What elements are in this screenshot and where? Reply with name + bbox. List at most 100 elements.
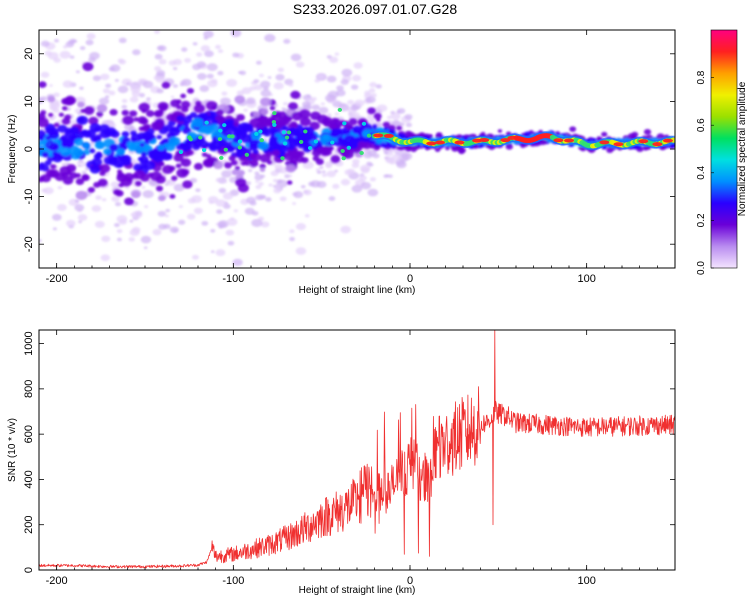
heatmap-blob-faint bbox=[260, 89, 272, 98]
heatmap-blob-faint bbox=[216, 209, 223, 214]
heatmap-bright-spot bbox=[281, 130, 287, 135]
colorbar-tick-label: 0.2 bbox=[696, 213, 707, 227]
heatmap-blob bbox=[260, 97, 272, 107]
heatmap-blob-faint bbox=[172, 84, 179, 88]
heatmap-blob bbox=[269, 128, 278, 135]
heatmap-bright-spot bbox=[219, 155, 224, 160]
heatmap-blob-faint bbox=[172, 229, 178, 233]
heatmap-bright-spot bbox=[244, 152, 250, 157]
heatmap-blob bbox=[205, 153, 212, 159]
heatmap-blob-faint bbox=[59, 50, 71, 59]
heatmap-blob bbox=[569, 126, 577, 132]
heatmap-blob bbox=[75, 178, 85, 185]
heatmap-blob bbox=[601, 131, 608, 137]
heatmap-blob-faint bbox=[283, 102, 288, 106]
heatmap-blob bbox=[166, 155, 173, 160]
heatmap-blob-faint bbox=[354, 99, 365, 107]
heatmap-blob bbox=[137, 156, 144, 162]
heatmap-bright-spot bbox=[230, 134, 235, 139]
heatmap-blob bbox=[130, 137, 137, 143]
heatmap-blob-faint bbox=[288, 83, 294, 87]
heatmap-blob-faint bbox=[132, 49, 141, 56]
heatmap-blob-faint bbox=[118, 37, 127, 44]
heatmap-blob bbox=[200, 125, 210, 133]
heatmap-blob bbox=[109, 143, 119, 152]
heatmap-blob-faint bbox=[109, 64, 121, 72]
heatmap-blob-faint bbox=[368, 88, 376, 93]
heatmap-blob-faint bbox=[116, 215, 128, 223]
heatmap-blob bbox=[312, 155, 320, 162]
colorbar-tick-label: 0.8 bbox=[696, 70, 707, 84]
heatmap-blob-faint bbox=[360, 181, 372, 190]
heatmap-blob-faint bbox=[267, 76, 272, 79]
heatmap-blob-faint bbox=[77, 214, 88, 221]
heatmap-blob-faint bbox=[367, 119, 376, 126]
heatmap-blob-faint bbox=[370, 93, 377, 98]
heatmap-blob-faint bbox=[206, 63, 218, 72]
heatmap-blob bbox=[382, 143, 388, 148]
heatmap-blob bbox=[81, 174, 89, 180]
heatmap-blob bbox=[124, 197, 134, 206]
heatmap-blob bbox=[240, 133, 253, 144]
heatmap-bright-spot bbox=[359, 151, 364, 156]
heatmap-blob-faint bbox=[102, 88, 111, 94]
heatmap-blob-faint bbox=[405, 122, 413, 128]
heatmap-blob-faint bbox=[203, 30, 214, 39]
heatmap-blob bbox=[139, 160, 146, 165]
heatmap-blob-faint bbox=[344, 169, 353, 176]
heatmap-bright-spot bbox=[307, 145, 313, 150]
heatmap-blob bbox=[322, 116, 333, 125]
heatmap-blob-faint bbox=[196, 72, 207, 80]
heatmap-blob-faint bbox=[397, 108, 406, 114]
snr-y-tick-label: 1000 bbox=[23, 331, 35, 355]
heatmap-blob bbox=[656, 133, 665, 140]
heatmap-blob-faint bbox=[383, 151, 389, 155]
heatmap-blob-faint bbox=[108, 122, 117, 129]
heatmap-blob bbox=[130, 130, 137, 136]
heatmap-blob-faint bbox=[74, 204, 85, 212]
heatmap-blob bbox=[367, 107, 376, 115]
heatmap-blob bbox=[158, 161, 165, 167]
heatmap-blob bbox=[221, 127, 233, 137]
heatmap-blob bbox=[193, 104, 205, 114]
heatmap-blob bbox=[260, 108, 269, 116]
heatmap-blob-faint bbox=[218, 187, 227, 194]
heatmap-bright-spot bbox=[286, 130, 292, 135]
heatmap-blob bbox=[50, 164, 57, 170]
heatmap-blob-faint bbox=[200, 45, 211, 52]
heatmap-blob bbox=[234, 166, 241, 171]
heatmap-blob bbox=[61, 172, 69, 179]
heatmap-blob-faint bbox=[81, 170, 87, 175]
heatmap-blob bbox=[186, 149, 194, 156]
heatmap-blob-faint bbox=[319, 165, 324, 169]
heatmap-blob-faint bbox=[156, 45, 164, 51]
heatmap-blob-faint bbox=[125, 186, 130, 190]
heatmap-blob bbox=[176, 115, 185, 122]
heatmap-blob bbox=[52, 151, 59, 157]
heatmap-blob bbox=[283, 152, 295, 161]
heatmap-blob-faint bbox=[86, 33, 96, 40]
heatmap-bright-spot bbox=[237, 139, 243, 144]
heatmap-blob bbox=[290, 90, 301, 99]
heatmap-blob bbox=[109, 109, 118, 116]
snr-plot-area bbox=[39, 330, 675, 570]
heatmap-blob-faint bbox=[265, 197, 272, 202]
heatmap-blob bbox=[82, 62, 94, 72]
heatmap-hotspot bbox=[383, 133, 394, 138]
heatmap-blob bbox=[95, 134, 102, 140]
heatmap-blob-faint bbox=[239, 70, 247, 76]
heatmap-blob-faint bbox=[321, 173, 328, 177]
heatmap-blob-faint bbox=[295, 247, 307, 255]
heatmap-blob bbox=[456, 146, 464, 153]
heatmap-blob bbox=[404, 131, 413, 138]
heatmap-blob-faint bbox=[111, 195, 120, 202]
heatmap-blob bbox=[141, 151, 147, 157]
heatmap-bright-spot bbox=[223, 147, 228, 152]
heatmap-bright-spot bbox=[282, 141, 288, 146]
heatmap-blob bbox=[83, 106, 95, 115]
heatmap-blob-faint bbox=[62, 45, 68, 49]
heatmap-blob bbox=[141, 109, 147, 114]
heatmap-bright-spot bbox=[237, 145, 243, 150]
heatmap-blob bbox=[182, 180, 193, 189]
heatmap-blob-faint bbox=[203, 36, 209, 40]
